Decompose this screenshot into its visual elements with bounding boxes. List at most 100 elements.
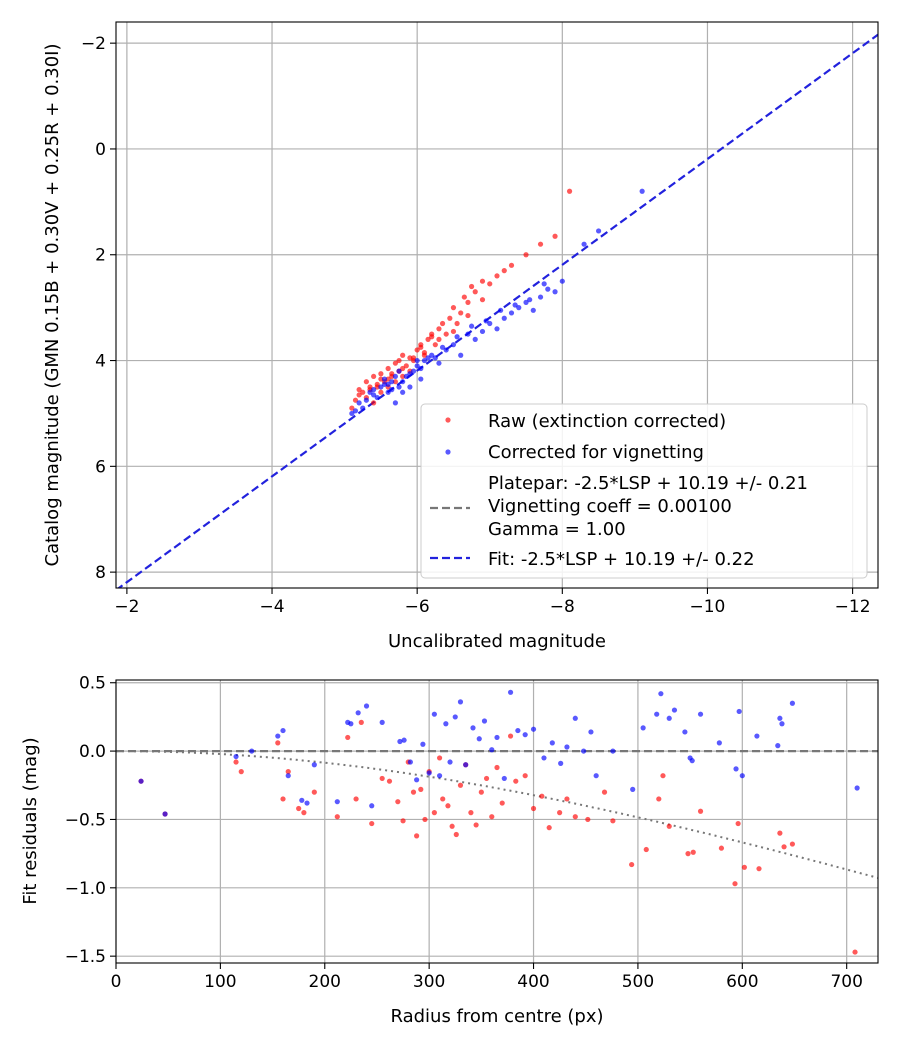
top-y-tick-label: 2: [95, 246, 106, 266]
raw-point: [378, 376, 384, 382]
top-y-tick-label: 0: [95, 140, 106, 160]
raw-residual-point: [369, 820, 375, 827]
bottom-y-ticks: 0.5 0.0 −0.5 −1.0 −1.5: [65, 674, 116, 967]
bottom-x-tick-label: 100: [204, 972, 236, 992]
raw-point: [360, 389, 366, 395]
raw-point: [418, 344, 424, 350]
top-x-ticks: −2 −4 −6 −8 −10 −12: [114, 588, 871, 617]
corrected-residual-points: [138, 689, 860, 817]
corrected-point: [450, 342, 457, 348]
corrected-residual-point: [658, 691, 664, 697]
corrected-point: [541, 281, 547, 287]
raw-point: [501, 268, 507, 274]
corrected-residual-point: [138, 778, 144, 784]
corrected-point: [527, 297, 533, 303]
raw-point: [425, 336, 431, 342]
corrected-point: [385, 381, 391, 387]
raw-residual-point: [468, 810, 474, 816]
raw-point: [552, 233, 558, 239]
corrected-point: [410, 368, 417, 374]
raw-residual-point: [386, 778, 393, 784]
corrected-point: [458, 352, 464, 358]
raw-residual-point: [478, 789, 484, 795]
corrected-point: [418, 376, 424, 382]
corrected-points: [349, 188, 645, 417]
raw-point: [371, 373, 377, 380]
corrected-point: [494, 326, 500, 332]
corrected-residual-point: [640, 725, 646, 731]
legend-vignetting-label: Vignetting coeff = 0.00100: [488, 496, 732, 517]
corrected-residual-point: [275, 733, 281, 739]
corrected-point: [559, 278, 565, 284]
raw-point: [439, 320, 446, 327]
corrected-residual-point: [522, 732, 528, 738]
raw-point: [389, 371, 395, 377]
corrected-residual-point: [280, 727, 286, 734]
raw-point: [461, 294, 467, 300]
corrected-point: [392, 373, 398, 380]
bottom-x-ticks: 0 100 200 300 400 500 600 700: [111, 963, 863, 992]
raw-residual-point: [489, 814, 495, 820]
raw-point: [400, 365, 406, 372]
raw-point: [356, 392, 362, 398]
corrected-residual-point: [379, 719, 385, 725]
bottom-x-axis-label: Radius from centre (px): [390, 1006, 603, 1027]
top-x-tick-label: −2: [114, 597, 139, 617]
corrected-point: [385, 389, 391, 395]
corrected-point: [371, 387, 377, 393]
top-y-tick-label: 4: [95, 352, 106, 372]
legend-raw-marker: [445, 417, 451, 423]
corrected-point: [400, 379, 406, 385]
raw-point: [472, 289, 478, 295]
raw-point: [523, 252, 529, 258]
raw-residual-point: [643, 846, 649, 853]
corrected-point: [439, 344, 446, 350]
corrected-residual-point: [501, 775, 507, 782]
corrected-point: [363, 397, 369, 403]
legend-raw-label: Raw (extinction corrected): [488, 411, 726, 432]
raw-residual-point: [601, 789, 608, 795]
corrected-residual-point: [420, 741, 426, 747]
raw-point: [414, 347, 420, 353]
raw-residual-point: [513, 778, 519, 784]
corrected-point: [349, 410, 355, 417]
corrected-point: [392, 400, 398, 406]
legend-corrected-label: Corrected for vignetting: [488, 442, 704, 463]
corrected-point: [396, 368, 402, 374]
corrected-residual-point: [299, 797, 305, 803]
corrected-point: [360, 405, 366, 411]
corrected-residual-point: [414, 777, 420, 783]
raw-residual-point: [666, 823, 672, 829]
corrected-residual-point: [348, 721, 354, 727]
raw-point: [421, 350, 428, 356]
corrected-residual-point: [489, 747, 495, 753]
corrected-residual-point: [426, 770, 432, 776]
raw-point: [494, 273, 500, 279]
raw-residual-point: [697, 808, 704, 814]
raw-residual-point: [572, 814, 578, 820]
corrected-point: [414, 363, 420, 369]
corrected-residual-point: [436, 773, 443, 779]
raw-point: [479, 278, 486, 284]
raw-point: [374, 384, 380, 390]
corrected-point: [454, 334, 460, 340]
raw-residual-point: [732, 881, 738, 887]
raw-point: [407, 355, 413, 361]
raw-residual-point: [296, 805, 302, 812]
bottom-y-tick-label: −1.0: [65, 879, 106, 899]
corrected-point: [418, 365, 424, 372]
raw-residual-point: [358, 719, 364, 725]
raw-residual-point: [233, 759, 239, 765]
top-x-axis-label: Uncalibrated magnitude: [388, 631, 606, 652]
corrected-point: [443, 347, 449, 353]
corrected-residual-point: [457, 699, 464, 705]
corrected-point: [537, 294, 544, 300]
corrected-residual-point: [304, 800, 310, 806]
raw-point: [454, 320, 460, 327]
raw-point: [432, 342, 438, 348]
corrected-residual-point: [397, 738, 403, 745]
raw-residual-point: [735, 820, 741, 827]
raw-point: [487, 281, 493, 287]
corrected-point: [389, 387, 395, 393]
raw-point: [566, 188, 573, 194]
